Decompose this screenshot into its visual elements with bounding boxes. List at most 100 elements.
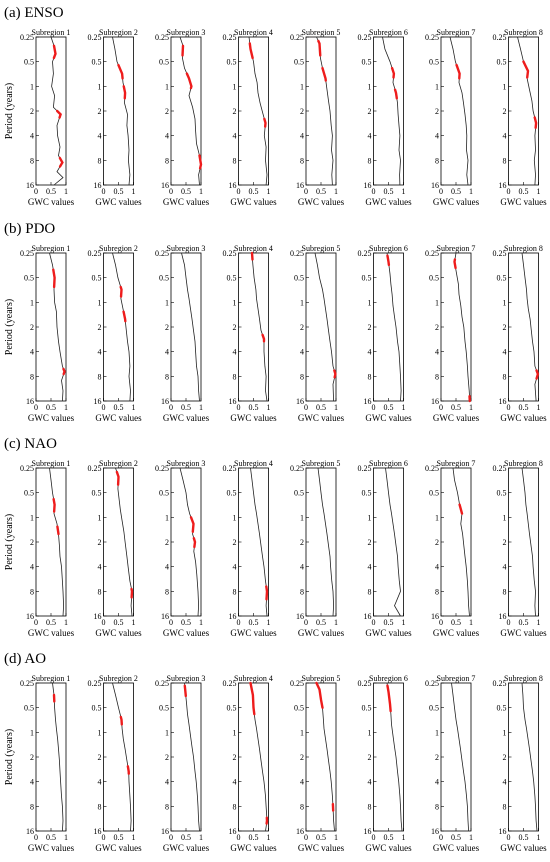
- x-axis-label: GWC values: [163, 843, 210, 853]
- y-tick-label: 8: [300, 156, 304, 165]
- y-tick-label: 4: [165, 132, 169, 141]
- y-tick-label: 0.25: [493, 249, 507, 258]
- significant-segment: [321, 66, 327, 82]
- subregion-title: Subregion 1: [32, 28, 71, 37]
- y-tick-label: 8: [300, 802, 304, 811]
- y-tick-label: 0.25: [155, 249, 169, 258]
- x-axis-label: GWC values: [433, 843, 480, 853]
- x-tick-label: 1: [132, 403, 136, 412]
- y-tick-label: 1: [503, 298, 507, 307]
- subregion-title: Subregion 4: [234, 244, 273, 253]
- y-tick-label: 2: [435, 107, 439, 116]
- x-tick-label: 0.5: [384, 618, 394, 627]
- y-tick-label: 0.5: [362, 274, 372, 283]
- y-tick-label: 16: [296, 397, 304, 406]
- x-axis-label: GWC values: [433, 413, 480, 423]
- x-tick-label: 0: [102, 403, 106, 412]
- x-axis-label: GWC values: [163, 197, 210, 207]
- x-axis-label: GWC values: [500, 197, 547, 207]
- y-tick-label: 1: [503, 728, 507, 737]
- y-tick-label: 4: [435, 348, 439, 357]
- y-tick-label: 0.5: [294, 704, 304, 713]
- y-tick-label: 1: [98, 513, 102, 522]
- y-tick-label: 2: [503, 323, 507, 332]
- y-tick-label: 16: [296, 181, 304, 190]
- x-tick-label: 1: [402, 187, 406, 196]
- y-tick-label: 0.25: [425, 33, 439, 42]
- y-tick-label: 4: [165, 348, 169, 357]
- y-tick-label: 16: [161, 397, 169, 406]
- x-tick-label: 0: [237, 187, 241, 196]
- gwc-curve: [316, 682, 335, 832]
- x-tick-label: 0: [507, 187, 511, 196]
- x-tick-label: 1: [199, 833, 203, 842]
- y-tick-label: 2: [300, 753, 304, 762]
- gwc-curve: [184, 682, 200, 832]
- y-tick-label: 0.5: [159, 704, 169, 713]
- x-tick-label: 0: [34, 618, 38, 627]
- significant-segment: [185, 72, 193, 90]
- y-tick-label: 2: [98, 323, 102, 332]
- y-tick-label: 16: [229, 181, 237, 190]
- x-tick-label: 0.5: [519, 833, 529, 842]
- y-tick-label: 1: [233, 82, 237, 91]
- x-tick-label: 0.5: [384, 187, 394, 196]
- x-tick-label: 0.5: [46, 618, 56, 627]
- x-tick-label: 1: [402, 618, 406, 627]
- x-tick-label: 1: [537, 618, 541, 627]
- x-tick-label: 0: [34, 403, 38, 412]
- significant-segment: [122, 310, 127, 323]
- y-tick-label: 0.25: [425, 464, 439, 473]
- x-tick-label: 0.5: [46, 187, 56, 196]
- y-tick-label: 0.5: [294, 489, 304, 498]
- y-tick-label: 0.25: [88, 33, 102, 42]
- y-tick-label: 0.5: [24, 704, 34, 713]
- y-tick-label: 1: [503, 82, 507, 91]
- y-tick-label: 8: [233, 156, 237, 165]
- x-tick-label: 0.5: [114, 618, 124, 627]
- y-tick-label: 16: [161, 827, 169, 836]
- subplot-frame: [440, 36, 472, 186]
- significant-segment: [317, 39, 322, 57]
- subregion-title: Subregion 2: [99, 28, 138, 37]
- significant-segment: [249, 681, 256, 716]
- y-tick-label: 2: [30, 323, 34, 332]
- y-tick-label: 4: [165, 563, 169, 572]
- y-tick-label: 8: [233, 587, 237, 596]
- y-tick-label: 4: [30, 778, 34, 787]
- x-tick-label: 0: [372, 833, 376, 842]
- x-tick-label: 0: [102, 618, 106, 627]
- gwc-curve: [251, 252, 268, 402]
- significant-segment: [522, 60, 530, 79]
- y-tick-label: 1: [300, 513, 304, 522]
- y-tick-label: 16: [94, 612, 102, 621]
- x-tick-label: 1: [469, 833, 473, 842]
- y-tick-label: 8: [368, 156, 372, 165]
- y-tick-label: 16: [296, 612, 304, 621]
- subplot-frame: [35, 467, 67, 617]
- y-tick-label: 0.25: [290, 679, 304, 688]
- y-tick-label: 0.5: [24, 58, 34, 67]
- x-tick-label: 0: [237, 618, 241, 627]
- x-tick-label: 0.5: [384, 833, 394, 842]
- y-tick-label: 16: [431, 181, 439, 190]
- x-tick-label: 1: [334, 403, 338, 412]
- subregion-title: Subregion 6: [369, 28, 408, 37]
- y-tick-label: 2: [300, 107, 304, 116]
- significant-segment: [117, 63, 124, 80]
- x-axis-label: GWC values: [365, 843, 412, 853]
- x-axis-label: GWC values: [230, 197, 277, 207]
- panel-label: (c) NAO: [4, 436, 57, 452]
- x-tick-label: 1: [469, 618, 473, 627]
- significant-segment: [198, 154, 203, 170]
- y-tick-label: 4: [503, 132, 507, 141]
- x-tick-label: 0: [169, 403, 173, 412]
- y-tick-label: 0.25: [155, 33, 169, 42]
- subregion-title: Subregion 6: [369, 674, 408, 683]
- y-tick-label: 0.25: [20, 464, 34, 473]
- x-axis-label: GWC values: [298, 413, 345, 423]
- y-tick-label: 16: [431, 397, 439, 406]
- y-tick-label: 0.5: [294, 274, 304, 283]
- significant-segment: [535, 369, 540, 380]
